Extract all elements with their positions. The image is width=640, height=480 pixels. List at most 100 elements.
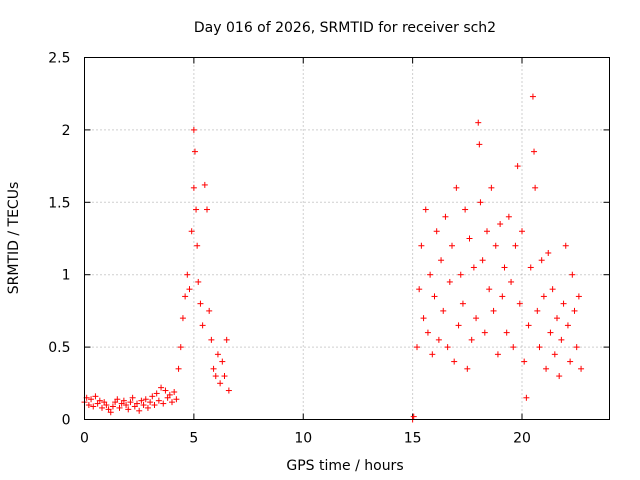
data-point xyxy=(190,184,197,191)
data-point xyxy=(466,235,473,242)
data-point xyxy=(521,358,528,365)
data-point xyxy=(536,344,543,351)
y-tick-label: 2 xyxy=(62,123,71,139)
data-point xyxy=(92,393,99,400)
data-point xyxy=(158,384,165,391)
data-point xyxy=(475,119,482,126)
data-point xyxy=(138,397,145,404)
data-point xyxy=(573,344,580,351)
data-point xyxy=(545,249,552,256)
data-point xyxy=(449,242,455,249)
data-point xyxy=(96,397,103,404)
data-point xyxy=(543,365,550,372)
y-tick-label: 2.5 xyxy=(48,51,70,67)
x-axis-title: GPS time / hours xyxy=(286,458,403,474)
data-point xyxy=(214,351,221,358)
data-point xyxy=(188,228,195,235)
data-point xyxy=(155,397,162,404)
data-point xyxy=(194,242,201,249)
y-tick-label: 0 xyxy=(62,413,71,429)
data-point xyxy=(149,393,156,400)
data-point xyxy=(191,148,198,155)
data-point xyxy=(195,278,202,285)
data-point xyxy=(418,242,425,249)
grid xyxy=(84,57,610,420)
data-point xyxy=(523,394,530,401)
data-point xyxy=(470,264,477,271)
ticks xyxy=(84,57,610,420)
data-point xyxy=(90,403,97,410)
data-point xyxy=(123,402,130,409)
data-point xyxy=(554,315,560,322)
data-point xyxy=(120,397,127,404)
data-point xyxy=(175,365,182,372)
plot-frame xyxy=(84,57,610,420)
data-point xyxy=(204,206,210,213)
data-point xyxy=(503,329,510,336)
data-point xyxy=(129,394,136,401)
data-point xyxy=(564,322,571,329)
data-point xyxy=(177,344,184,351)
data-point xyxy=(162,387,169,394)
data-point xyxy=(540,293,547,300)
data-point xyxy=(512,242,519,249)
data-point xyxy=(510,344,517,351)
data-point xyxy=(558,336,565,343)
series-srmtid xyxy=(81,93,585,423)
x-tick-labels: 0 5 10 15 20 xyxy=(80,431,531,447)
data-point xyxy=(440,307,447,314)
data-point xyxy=(210,365,217,372)
data-point xyxy=(414,344,420,351)
data-point xyxy=(208,336,215,343)
data-point xyxy=(99,404,105,411)
data-point xyxy=(527,264,534,271)
data-point xyxy=(477,199,484,206)
data-point xyxy=(547,329,554,336)
data-point xyxy=(519,228,525,235)
data-point xyxy=(442,213,449,220)
data-point xyxy=(153,390,160,397)
data-point xyxy=(134,400,140,407)
data-point xyxy=(142,396,149,403)
data-point xyxy=(103,402,110,409)
data-point xyxy=(144,404,151,411)
data-point xyxy=(160,400,167,407)
data-point xyxy=(199,322,206,329)
data-point xyxy=(499,293,506,300)
data-point xyxy=(497,221,504,228)
data-point xyxy=(453,184,460,191)
data-point xyxy=(451,358,458,365)
data-point xyxy=(88,396,95,403)
data-point xyxy=(85,402,92,409)
data-point xyxy=(435,336,442,343)
data-point xyxy=(219,358,226,365)
data-point xyxy=(444,344,451,351)
data-point xyxy=(479,257,486,264)
data-point xyxy=(424,329,431,336)
data-point xyxy=(114,396,121,403)
y-tick-labels: 0 0.5 1 1.5 2 2.5 xyxy=(48,51,70,429)
data-point xyxy=(169,399,175,406)
data-point xyxy=(464,365,471,372)
data-point xyxy=(534,307,541,314)
data-point xyxy=(457,271,464,278)
data-point xyxy=(505,213,512,220)
data-point xyxy=(567,358,574,365)
data-point xyxy=(529,93,536,100)
data-point xyxy=(501,264,508,271)
data-point xyxy=(223,336,230,343)
data-point xyxy=(549,286,556,293)
data-point xyxy=(127,399,134,406)
data-point xyxy=(488,184,495,191)
data-point xyxy=(107,409,114,416)
data-point xyxy=(571,307,578,314)
data-point xyxy=(531,148,538,155)
data-points xyxy=(81,93,585,423)
data-point xyxy=(473,315,480,322)
data-point xyxy=(560,300,567,307)
data-point xyxy=(109,403,116,410)
data-point xyxy=(481,329,488,336)
data-point xyxy=(201,181,208,188)
chart-title: Day 016 of 2026, SRMTID for receiver sch… xyxy=(194,20,496,36)
data-point xyxy=(147,399,154,406)
